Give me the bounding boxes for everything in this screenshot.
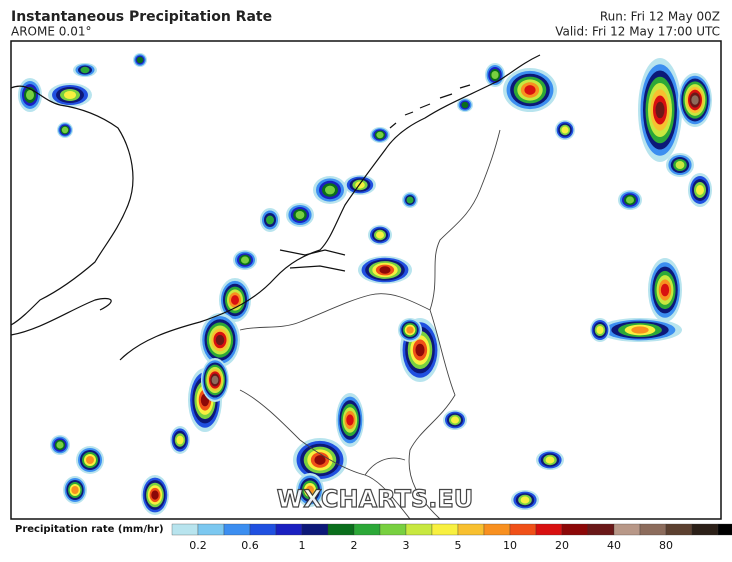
colorbar: 0.2 0.6 1 2 3 5 10 20 40 80 [171, 523, 732, 552]
rain-cell [596, 326, 604, 334]
title: Instantaneous Precipitation Rate [11, 9, 272, 25]
colorbar-segment [223, 523, 251, 536]
colorbar-tick-label: 20 [555, 539, 569, 552]
colorbar-segment [353, 523, 381, 536]
rain-cell [415, 343, 425, 357]
rain-cell [520, 496, 530, 504]
map-frame [10, 40, 722, 520]
colorbar-segment [171, 523, 199, 536]
rain-cell [266, 215, 274, 225]
colorbar-segment [197, 523, 225, 536]
rain-cell [376, 131, 384, 139]
rain-cell [451, 416, 459, 424]
rain-cell [561, 126, 569, 134]
rain-cell [306, 485, 314, 495]
rain-cell [86, 456, 94, 464]
colorbar-segment [457, 523, 485, 536]
rain-cell [56, 441, 64, 449]
rain-cell [71, 486, 79, 494]
colorbar-segment [483, 523, 511, 536]
rain-cell [631, 326, 649, 334]
colorbar-segment [665, 523, 693, 536]
colorbar-tick-label: 40 [607, 539, 621, 552]
colorbar-tick-label: 0.6 [241, 539, 259, 552]
rain-cell [231, 295, 239, 305]
rain-cell [696, 185, 704, 195]
valid-time: Valid: Fri 12 May 17:00 UTC [555, 25, 720, 39]
rain-cell [379, 266, 391, 274]
rain-cell [545, 456, 555, 464]
rain-cell [211, 375, 219, 385]
run-time: Run: Fri 12 May 00Z [600, 10, 720, 24]
rain-cell [314, 455, 326, 465]
colorbar-segment [327, 523, 355, 536]
colorbar-tick-label: 5 [455, 539, 462, 552]
rain-cell [61, 126, 69, 134]
precipitation [18, 53, 712, 515]
borders [239, 129, 501, 520]
colorbar-segment [561, 523, 589, 536]
colorbar-segment [379, 523, 407, 536]
colorbar-tick-label: 1 [299, 539, 306, 552]
colorbar-segment [535, 523, 563, 536]
colorbar-tick-label: 2 [351, 539, 358, 552]
colorbar-tick-label: 10 [503, 539, 517, 552]
rain-cell [26, 90, 34, 100]
rain-cell [64, 91, 76, 99]
colorbar-segment [717, 523, 732, 536]
rain-cell [346, 414, 354, 426]
colorbar-tick-label: 0.2 [189, 539, 207, 552]
rain-cell [691, 95, 699, 105]
colorbar-segment [639, 523, 667, 536]
rain-cell [406, 326, 414, 334]
rain-cell [461, 101, 469, 109]
rain-cell [675, 161, 685, 169]
rain-cell [151, 490, 159, 500]
rain-cell [295, 211, 305, 219]
colorbar-segment [249, 523, 277, 536]
model: AROME 0.01° [11, 25, 91, 39]
rain-cell [241, 256, 249, 264]
rain-cell [655, 101, 665, 119]
colorbar-segment [275, 523, 303, 536]
rain-cell [215, 334, 225, 346]
map-background [11, 41, 721, 519]
colorbar-segment [613, 523, 641, 536]
colorbar-segment [587, 523, 615, 536]
coastlines [10, 54, 541, 361]
rain-cell [660, 283, 670, 297]
colorbar-tick-label: 3 [403, 539, 410, 552]
watermark: WXCHARTS.EU [277, 485, 473, 513]
rain-cell [376, 231, 384, 239]
rain-cell [176, 435, 184, 445]
colorbar-tick-label: 80 [659, 539, 673, 552]
colorbar-segment [405, 523, 433, 536]
colorbar-segment [301, 523, 329, 536]
rain-cell [80, 66, 90, 74]
rain-cell [524, 85, 536, 95]
rain-cell [136, 56, 144, 64]
colorbar-segment [691, 523, 719, 536]
map: WXCHARTS.EU [10, 40, 722, 520]
colorbar-segment [509, 523, 537, 536]
rain-cell [491, 71, 499, 79]
colorbar-segment [431, 523, 459, 536]
rain-cell [325, 185, 335, 195]
rain-cell [406, 196, 414, 204]
rain-cell [626, 196, 634, 204]
colorbar-label: Precipitation rate (mm/hr) [15, 524, 164, 535]
